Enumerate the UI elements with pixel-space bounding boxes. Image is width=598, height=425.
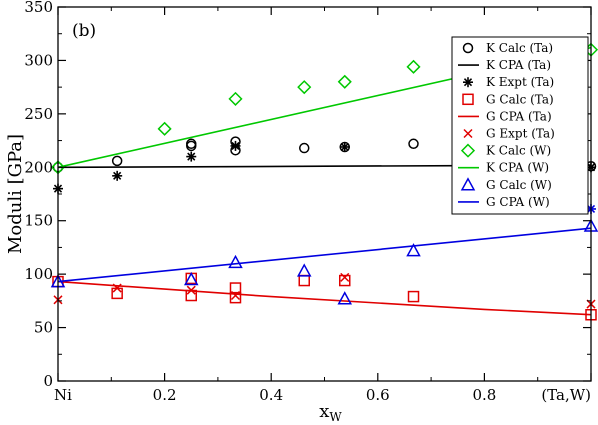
legend-swatch-g-calc-ta: [462, 93, 474, 106]
y-tick-label-1: 50: [34, 319, 53, 337]
legend-label-g-expt-ta: G Expt (Ta): [486, 127, 555, 141]
g-expt-ta-point-3: [230, 290, 241, 301]
k-expt-ta-point-4: [339, 141, 350, 152]
chart-axes: Ni 0.2 0.4 0.6 0.8 (Ta,W) 0 50 100 150 200 250 300 35…: [5, 0, 592, 424]
g-calc-ta-point-8: [407, 290, 420, 303]
chart-legend: K Calc (Ta) K CPA (Ta) K Expt (Ta) G Calc (…: [451, 36, 589, 215]
g-calc-w-point-5: [406, 243, 421, 257]
g-calc-ta-point-7: [339, 274, 351, 287]
k-expt-ta-point-1: [112, 170, 123, 181]
legend-swatch-k-calc-ta: [462, 42, 474, 54]
y-axis-title: Moduli [GPa]: [5, 134, 26, 254]
x-tick-label-0: Ni: [54, 386, 72, 404]
legend-label-k-expt-ta: K Expt (Ta): [486, 75, 554, 89]
k-calc-ta-point-6: [298, 142, 310, 154]
g-calc-w-point-4: [337, 291, 353, 305]
legend-box: [451, 36, 589, 215]
x-axis-title: xW: [319, 401, 342, 424]
x-tick-label-2: 0.4: [259, 386, 283, 404]
g-cpa-ta-line: [57, 280, 592, 316]
y-tick-label-0: 0: [43, 372, 53, 390]
y-tick-label-5: 250: [24, 105, 53, 123]
legend-label-k-cpa-ta: K CPA (Ta): [486, 58, 551, 72]
x-tick-label-4: 0.8: [472, 386, 496, 404]
legend-swatch-g-expt-ta: [463, 128, 473, 139]
k-calc-ta-point-1: [111, 155, 123, 167]
y-tick-label-3: 150: [24, 212, 53, 230]
x-tick-label-3: 0.6: [366, 386, 390, 404]
panel-label: (b): [72, 21, 96, 41]
legend-label-g-calc-ta: G Calc (Ta): [486, 92, 554, 106]
legend-swatch-g-calc-w: [460, 177, 476, 191]
x-tick-label-1: 0.2: [153, 386, 177, 404]
k-expt-ta-point-3: [230, 140, 241, 151]
g-calc-ta-point-6: [298, 274, 310, 287]
k-calc-ta-point-3: [186, 140, 197, 152]
g-calc-ta-point-1: [111, 287, 123, 300]
g-calc-w-point-1: [183, 271, 199, 286]
k-calc-w-point-3: [297, 80, 312, 95]
legend-label-k-calc-w: K Calc (W): [486, 144, 551, 158]
k-calc-ta-point-8: [408, 138, 419, 150]
g-expt-ta-point-4: [340, 272, 350, 282]
g-calc-w-point-3: [296, 263, 312, 277]
legend-swatch-k-expt-ta: [463, 77, 473, 88]
g-cpa-w-line: [57, 227, 592, 283]
legend-swatch-k-calc-w: [460, 143, 476, 158]
y-tick-label-2: 100: [24, 265, 53, 283]
y-tick-label-4: 200: [24, 158, 53, 176]
y-tick-label-7: 350: [24, 0, 53, 16]
legend-label-g-calc-w: G Calc (W): [486, 178, 552, 192]
g-expt-ta-point-1: [112, 283, 122, 293]
g-calc-ta-point-5: [229, 291, 242, 304]
legend-label-k-cpa-w: K CPA (W): [486, 161, 549, 175]
k-calc-w-point-5: [406, 59, 421, 74]
legend-label-g-cpa-ta: G CPA (Ta): [486, 109, 552, 123]
x-tick-label-5: (Ta,W): [541, 386, 591, 404]
g-expt-ta-point-2: [186, 285, 196, 295]
legend-label-g-cpa-w: G CPA (W): [486, 195, 550, 209]
g-calc-w-point-2: [228, 254, 243, 269]
k-calc-w-point-1: [157, 121, 172, 136]
y-tick-label-6: 300: [24, 51, 53, 69]
k-calc-w-point-4: [337, 74, 352, 89]
k-calc-w-point-2: [228, 91, 243, 106]
k-expt-ta-point-2: [186, 151, 197, 162]
legend-label-k-calc-ta: K Calc (Ta): [486, 41, 553, 55]
